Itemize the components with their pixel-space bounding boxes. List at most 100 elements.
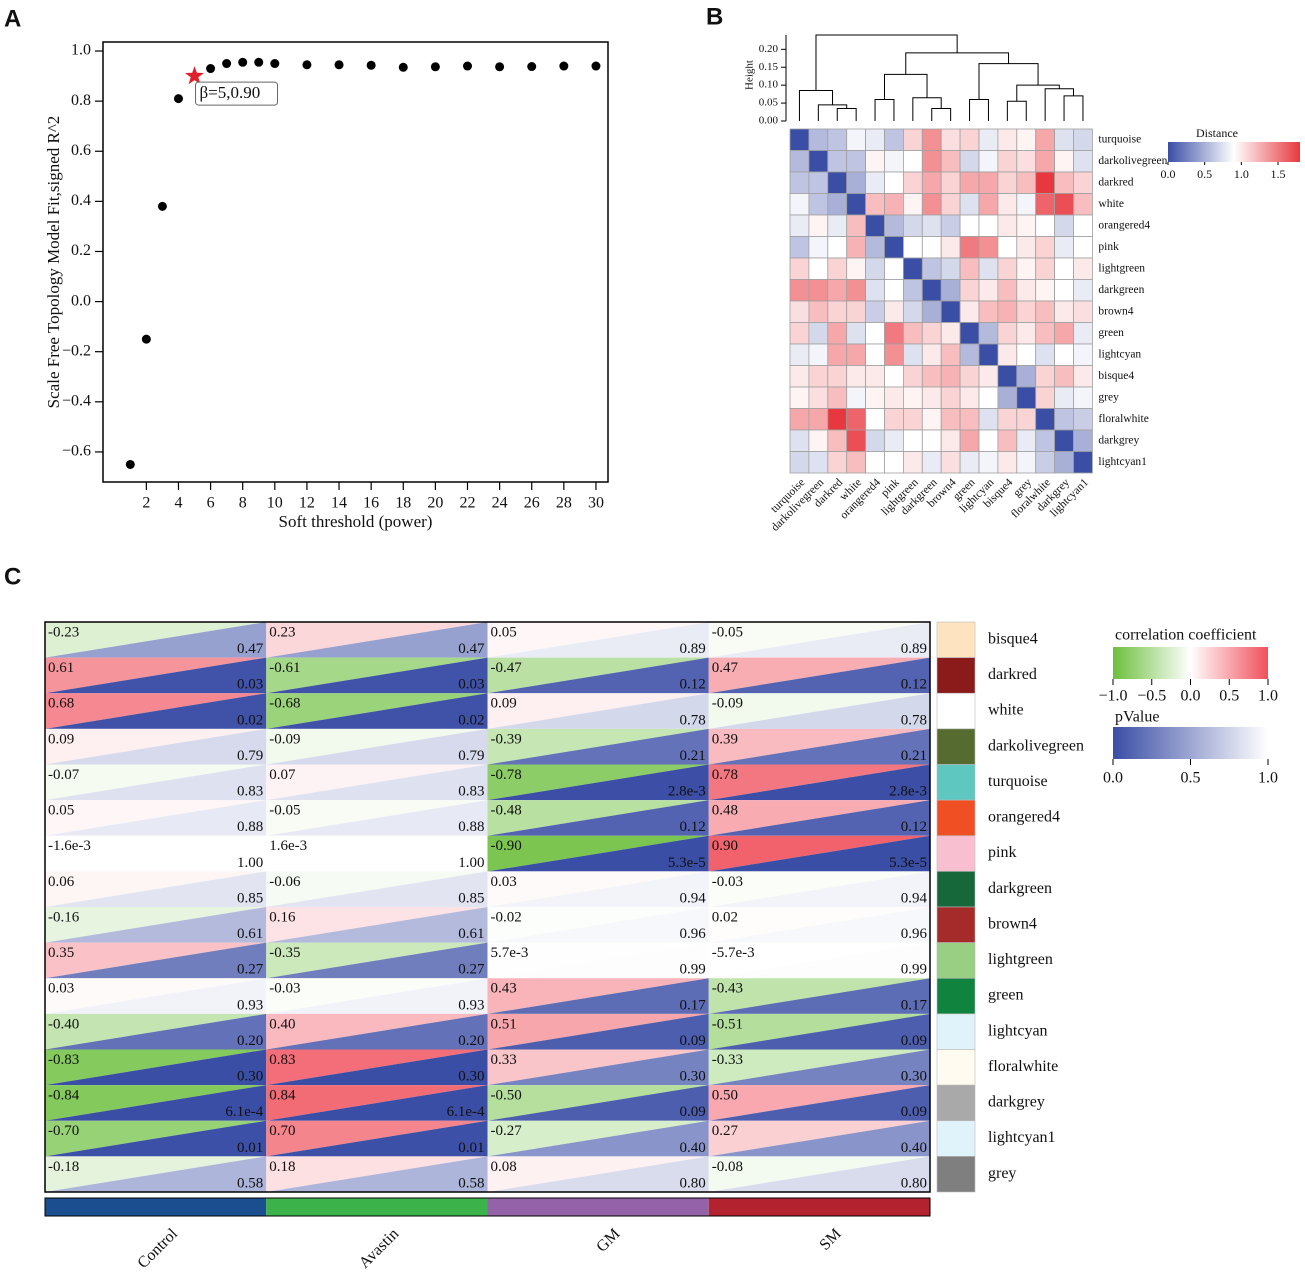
module-swatch [936,621,976,658]
correlation-label: 0.35 [48,945,74,961]
pvalue-triangle [266,622,488,658]
heatmap-cell [959,365,980,388]
correlation-label: -0.84 [48,1088,80,1104]
heatmap-cell [884,279,904,302]
row-label: pink [988,844,1016,861]
heatmap-cell [789,365,810,388]
heatmap-cell [1016,429,1037,452]
heatmap-cell [789,429,810,452]
panel-label: A [4,5,21,32]
correlation-label: 0.09 [48,731,74,747]
row-label: green [1098,327,1124,339]
heatmap-cell [959,279,980,302]
heatmap-cell [884,429,904,452]
column-label: SM [816,1225,844,1253]
pvalue-triangle [487,1049,709,1086]
heatmap-cell [884,300,904,323]
heatmap-cell [808,429,829,452]
correlation-label: 0.78 [712,767,738,783]
heatmap-cell [1035,365,1055,388]
module-swatch [936,728,976,765]
pvalue-triangle [45,657,267,694]
heatmap-cell [1054,128,1074,151]
heatmap-cell [1035,150,1055,173]
group-bar [266,1198,488,1216]
pvalue-label: 0.94 [680,890,707,906]
y-tick-label: 0.2 [71,242,91,259]
pvalue-triangle [266,1085,488,1121]
heatmap-cell [1035,322,1055,345]
correlation-label: -0.18 [48,1159,79,1175]
heatmap-cell [903,365,923,388]
pvalue-label: 0.02 [237,712,263,728]
heatmap-cell [1016,128,1037,151]
correlation-label: 0.05 [491,624,517,640]
point [173,94,183,104]
heatmap-cell [846,322,867,345]
point [125,459,135,469]
correlation-label: 0.03 [491,874,517,890]
x-tick-label: 2 [142,495,150,512]
pvalue-triangle [708,871,930,907]
point [591,61,601,71]
y-tick-label: −0.2 [62,342,91,359]
correlation-label: -0.51 [712,1016,743,1032]
correlation-label: -0.43 [712,981,743,997]
colorbar [1168,142,1300,162]
correlation-label: 0.70 [269,1123,295,1139]
dendrogram-link [1063,95,1084,121]
heatmap-cell [827,214,848,237]
pvalue-label: 0.58 [237,1175,263,1191]
heatmap-cell [940,257,961,280]
dendrogram-link [874,99,895,121]
heatmap-cell [1035,236,1055,259]
point [398,62,408,72]
module-swatch [936,942,976,979]
x-tick-label: 30 [588,495,604,512]
pvalue-label: 0.94 [901,890,928,906]
pvalue-label: 0.88 [237,819,263,835]
heatmap-cell [940,128,961,151]
row-label: darkgreen [988,880,1052,897]
heatmap-cell [997,257,1018,280]
correlation-label: -0.39 [491,731,522,747]
heatmap-cell [978,300,999,323]
dendrogram-link [969,99,989,121]
heatmap-cell [884,257,904,280]
column-label: GM [593,1225,623,1255]
correlation-label: -0.06 [269,874,301,890]
y-axis-label: Scale Free Topology Model Fit,signed R^2 [44,116,63,409]
heatmap-cell [921,214,942,237]
pvalue-triangle [487,978,709,1014]
point [302,60,312,70]
heatmap-cell [789,214,810,237]
point [270,59,280,69]
correlation-label: -0.09 [712,696,743,712]
pvalue-label: 0.09 [680,1104,706,1120]
legend-tick-label: 0.0 [1103,770,1123,787]
heatmap-cell [789,279,810,302]
correlation-label: 0.39 [712,731,738,747]
pvalue-label: 0.89 [901,641,927,657]
heatmap-cell [1054,236,1074,259]
x-tick-label: 10 [267,495,283,512]
heatmap-cell [884,408,904,431]
pvalue-triangle [708,1156,930,1192]
pvalue-label: 0.58 [458,1175,484,1191]
correlation-label: -0.23 [48,624,79,640]
x-tick-label: 12 [299,495,315,512]
heatmap-cell [959,429,980,452]
heatmap-cell [827,429,848,452]
pvalue-triangle [266,728,488,765]
heatmap-cell [865,193,885,216]
heatmap-cell [884,322,904,345]
correlation-label: -1.6e-3 [48,838,91,854]
dendrogram-tick-label: 0.00 [759,115,779,127]
heatmap-cell [1016,322,1037,345]
heatmap-cell [884,343,904,366]
point [222,59,232,69]
x-tick-label: 22 [459,495,475,512]
pvalue-triangle [487,800,709,836]
heatmap-cell [921,150,942,173]
pvalue-label: 0.17 [680,997,707,1013]
